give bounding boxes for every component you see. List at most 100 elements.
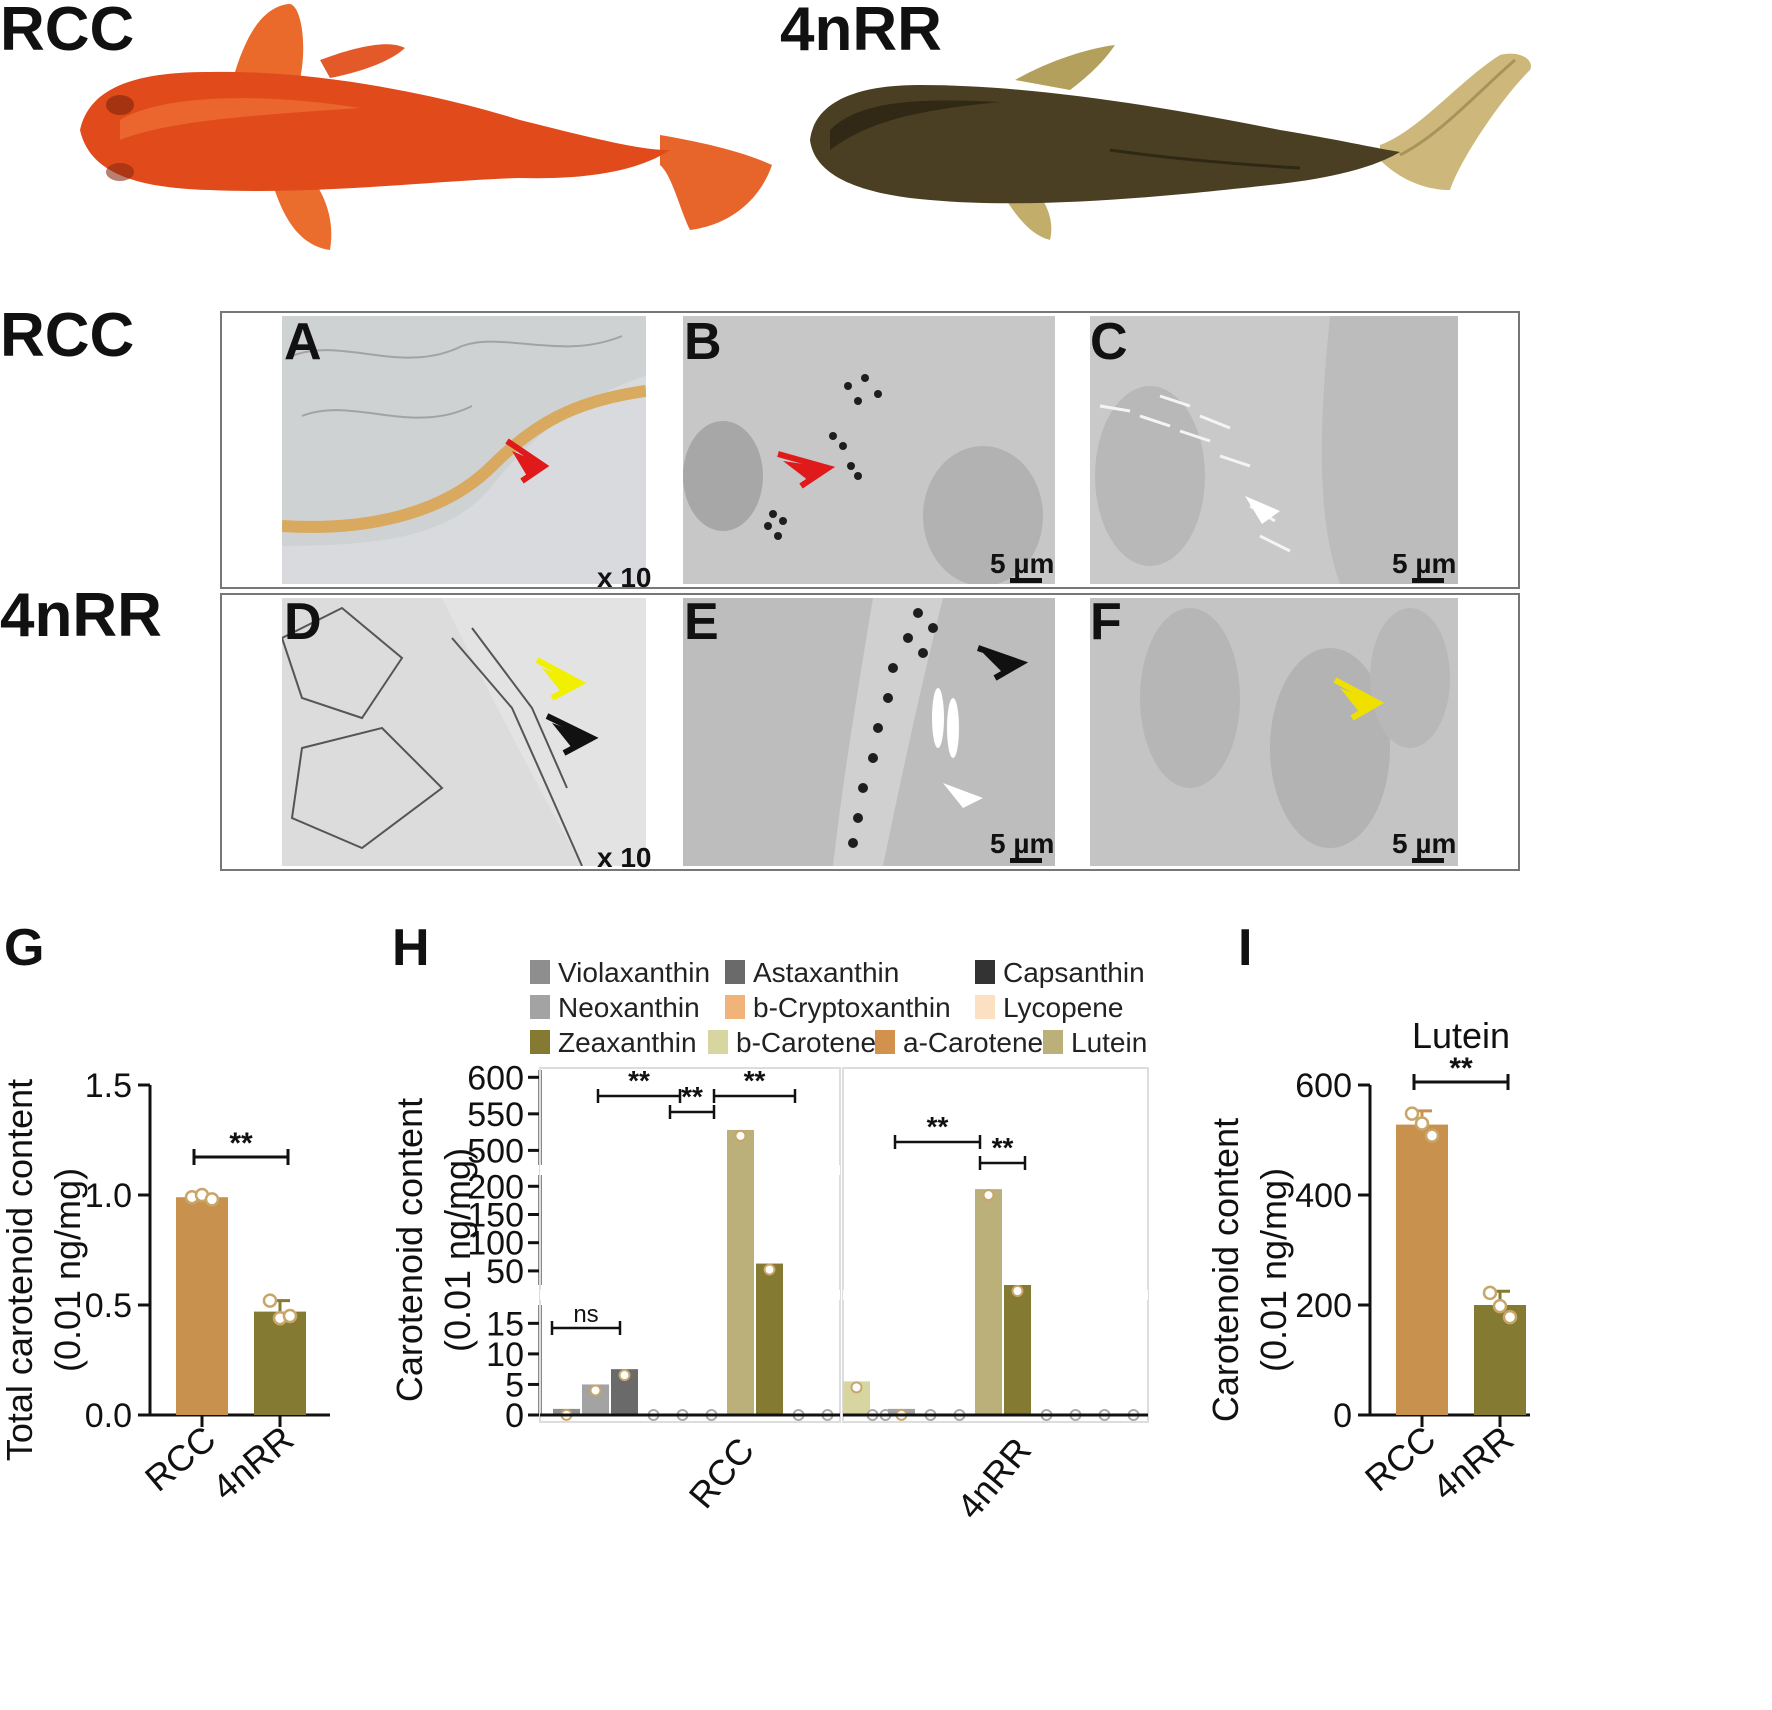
panel-b-letter: B (684, 313, 722, 371)
data-point (1482, 1285, 1498, 1301)
chart-g-letter: G (4, 919, 45, 977)
legend-label: Zeaxanthin (558, 1027, 697, 1058)
data-point (1414, 1116, 1430, 1131)
micro-panel-f (1090, 598, 1458, 866)
significance-label: ** (992, 1132, 1014, 1163)
row-rcc-label: RCC (0, 301, 135, 370)
y-tick-label: 550 (467, 1096, 524, 1134)
y-tick-label: 1.0 (85, 1177, 132, 1215)
panel-f-scale: 5 µm (1392, 828, 1457, 859)
y-tick-label: 600 (467, 1059, 524, 1097)
legend-label: Astaxanthin (753, 957, 899, 988)
x-group-label: RCC (681, 1430, 763, 1516)
y-tick-label: 400 (1295, 1177, 1352, 1215)
panel-b-scale-bar (1010, 578, 1042, 583)
group-frame-4nrr (842, 1067, 1149, 1423)
chart-i: 0 200 400 600 Carotenoid content (0.01 ng/mg)… (1205, 1015, 1530, 1508)
legend-label: Lutein (1071, 1027, 1147, 1058)
y-tick-label: 200 (1295, 1287, 1352, 1325)
significance-label: ** (229, 1127, 253, 1160)
legend-swatch (725, 960, 745, 984)
bar-4nrr-lutein (975, 1189, 1002, 1415)
data-point (1011, 1285, 1024, 1297)
panel-d-magnification: x 10 (597, 842, 652, 873)
chart-h: Violaxanthin Astaxanthin Capsanthin Neoxant… (389, 957, 1149, 1527)
legend-label: b-Carotene (736, 1027, 876, 1058)
significance-label: ** (1449, 1052, 1473, 1085)
legend-swatch (725, 995, 745, 1019)
data-point (1492, 1298, 1508, 1314)
y-tick-label: 10 (486, 1336, 524, 1374)
data-point (763, 1263, 776, 1276)
row-4nrr-label: 4nRR (0, 581, 162, 650)
panel-d-letter: D (284, 593, 322, 651)
significance-label: ** (681, 1081, 703, 1112)
y-tick-label: 1.5 (85, 1067, 132, 1105)
y-tick-label: 0.5 (85, 1287, 132, 1325)
chart-title: Lutein (1412, 1015, 1510, 1056)
panel-c-letter: C (1090, 313, 1128, 371)
data-point (1404, 1106, 1420, 1121)
micro-row-4nrr-frame (220, 593, 1520, 871)
data-point (1424, 1128, 1440, 1143)
legend-label: Violaxanthin (558, 957, 710, 988)
4nrr-fish-photo (810, 45, 1531, 240)
chart-g: 0.0 0.5 1.0 1.5 Total carotenoid content (0.0… (0, 1067, 330, 1509)
y-axis-label: Carotenoid content (389, 1098, 430, 1402)
panel-e-scale: 5 µm (990, 828, 1055, 859)
bar-rcc-zeaxanthin (756, 1263, 783, 1415)
panel-a-magnification: x 10 (597, 562, 652, 593)
legend-swatch (975, 960, 995, 984)
y-axis-unit: (0.01 ng/mg) (1253, 1168, 1294, 1372)
data-point (982, 1189, 995, 1202)
x-tick-label: RCC (137, 1418, 223, 1500)
panel-e-letter: E (684, 593, 719, 651)
4nrr-photo-label: 4nRR (780, 0, 942, 64)
y-tick-label: 100 (467, 1225, 524, 1263)
legend-label: Neoxanthin (558, 992, 700, 1023)
bar-rcc (176, 1197, 228, 1415)
rcc-goldfish-photo (80, 3, 772, 250)
panel-f-scale-bar (1412, 858, 1444, 863)
data-point (282, 1308, 298, 1324)
x-group-label: 4nRR (949, 1430, 1040, 1527)
y-tick-label: 0 (505, 1397, 524, 1435)
legend-swatch (708, 1030, 728, 1054)
y-axis-unit: (0.01 ng/mg) (47, 1168, 88, 1372)
y-axis-label: Total carotenoid content (0, 1079, 40, 1461)
legend-swatch (1043, 1030, 1063, 1054)
significance-label: ** (927, 1111, 949, 1142)
panel-a-letter: A (284, 313, 322, 371)
legend-label: a-Carotene (903, 1027, 1043, 1058)
significance-label: ** (628, 1065, 650, 1096)
y-tick-label: 0.0 (85, 1397, 132, 1435)
legend-swatch (530, 995, 550, 1019)
y-tick-label: 150 (467, 1196, 524, 1234)
data-point (618, 1369, 631, 1382)
bar-4nrr-zeaxanthin (1004, 1285, 1031, 1415)
group-frame-rcc (539, 1067, 841, 1423)
rcc-photo-label: RCC (0, 0, 135, 64)
y-tick-label: 15 (486, 1305, 524, 1343)
data-point (734, 1129, 747, 1142)
y-tick-label: 0 (1333, 1397, 1352, 1435)
y-axis-unit: (0.01 ng/mg) (437, 1148, 478, 1352)
micro-panel-e (683, 598, 1055, 866)
micro-row-rcc-frame (220, 311, 1520, 589)
bar-rcc (1396, 1124, 1448, 1415)
legend-swatch (875, 1030, 895, 1054)
bar-4nrr (1474, 1305, 1526, 1415)
y-tick-label: 5 (505, 1366, 524, 1404)
x-tick-label: 4nRR (204, 1418, 301, 1509)
y-tick-label: 50 (486, 1253, 524, 1291)
micro-panel-a (282, 316, 646, 584)
y-tick-label: 600 (1295, 1067, 1352, 1105)
micro-panel-d (282, 598, 646, 866)
legend-swatch (530, 1030, 550, 1054)
x-tick-label: RCC (1357, 1418, 1443, 1500)
chart-h-letter: H (392, 919, 430, 977)
data-point (262, 1293, 278, 1308)
panel-f-letter: F (1090, 593, 1122, 651)
significance-label: ns (573, 1301, 598, 1328)
legend-label: b-Cryptoxanthin (753, 992, 951, 1023)
